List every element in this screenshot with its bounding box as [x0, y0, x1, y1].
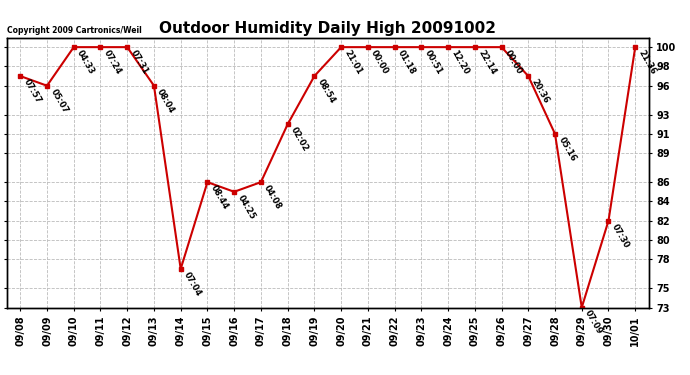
Text: 07:31: 07:31	[128, 48, 150, 76]
Text: 07:24: 07:24	[102, 48, 123, 76]
Text: 08:44: 08:44	[209, 183, 230, 211]
Text: 12:20: 12:20	[449, 48, 471, 76]
Text: 07:30: 07:30	[610, 222, 631, 249]
Text: 04:33: 04:33	[75, 48, 96, 76]
Text: Copyright 2009 Cartronics/Weil: Copyright 2009 Cartronics/Weil	[7, 26, 141, 35]
Text: 04:25: 04:25	[235, 193, 257, 221]
Text: 08:04: 08:04	[155, 87, 177, 114]
Text: 07:57: 07:57	[21, 78, 43, 105]
Text: 05:16: 05:16	[556, 135, 578, 163]
Text: 04:08: 04:08	[262, 183, 284, 211]
Text: 00:00: 00:00	[503, 48, 524, 76]
Text: 05:07: 05:07	[48, 87, 70, 114]
Text: 07:09: 07:09	[583, 309, 604, 336]
Text: 21:36: 21:36	[637, 48, 658, 76]
Text: 00:00: 00:00	[369, 48, 391, 76]
Text: 00:51: 00:51	[423, 48, 444, 76]
Text: 07:04: 07:04	[182, 270, 203, 298]
Text: 02:02: 02:02	[289, 126, 310, 153]
Text: 22:14: 22:14	[476, 48, 497, 76]
Title: Outdoor Humidity Daily High 20091002: Outdoor Humidity Daily High 20091002	[159, 21, 496, 36]
Text: 01:18: 01:18	[396, 48, 417, 76]
Text: 20:36: 20:36	[530, 78, 551, 105]
Text: 21:01: 21:01	[342, 48, 364, 76]
Text: 08:54: 08:54	[316, 78, 337, 105]
